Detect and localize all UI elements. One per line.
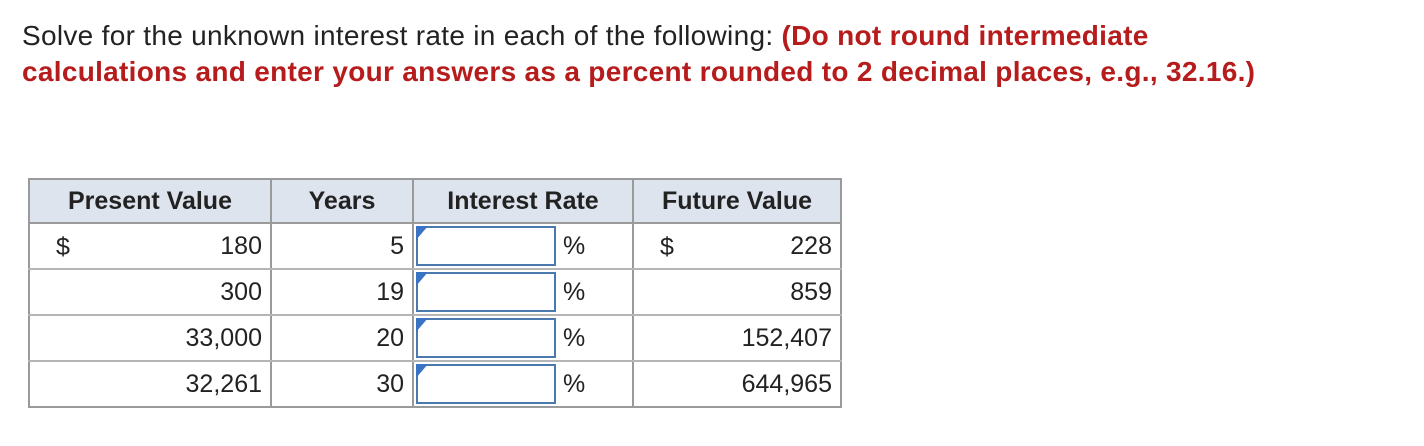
interest-rate-cell	[412, 361, 559, 408]
interest-rate-input[interactable]	[416, 226, 556, 266]
percent-symbol: %	[559, 269, 634, 316]
table-row: 32,261 30 % 644,965	[28, 361, 842, 408]
table-row: 33,000 20 % 152,407	[28, 315, 842, 362]
instructions-emphasis: (Do not round intermediate calculations …	[22, 20, 1256, 87]
present-value: 180	[220, 231, 262, 260]
header-future-value: Future Value	[632, 178, 842, 224]
currency-symbol: $	[56, 233, 70, 261]
table-row: $ 180 5 % $ 228	[28, 223, 842, 270]
interest-rate-cell	[412, 269, 559, 316]
interest-rate-cell	[412, 315, 559, 362]
header-years: Years	[270, 178, 414, 224]
instructions: Solve for the unknown interest rate in e…	[22, 18, 1312, 90]
table-row: 300 19 % 859	[28, 269, 842, 316]
present-value-cell: $ 180	[28, 223, 272, 270]
future-value: 228	[790, 231, 832, 260]
interest-rate-input[interactable]	[416, 318, 556, 358]
header-interest-rate: Interest Rate	[412, 178, 634, 224]
years-value: 30	[270, 361, 414, 408]
present-value: 33,000	[28, 315, 272, 362]
present-value: 32,261	[28, 361, 272, 408]
currency-symbol: $	[660, 233, 674, 261]
percent-symbol: %	[559, 315, 634, 362]
future-value-cell: $ 228	[632, 223, 842, 270]
instructions-lead: Solve for the unknown interest rate in e…	[22, 20, 782, 51]
interest-rate-cell	[412, 223, 559, 270]
header-row: Present Value Years Interest Rate Future…	[28, 178, 842, 224]
years-value: 20	[270, 315, 414, 362]
future-value: 152,407	[632, 315, 842, 362]
present-value: 300	[28, 269, 272, 316]
future-value: 644,965	[632, 361, 842, 408]
header-present-value: Present Value	[28, 178, 272, 224]
interest-rate-input[interactable]	[416, 272, 556, 312]
future-value: 859	[632, 269, 842, 316]
years-value: 19	[270, 269, 414, 316]
percent-symbol: %	[559, 223, 634, 270]
interest-rate-input[interactable]	[416, 364, 556, 404]
percent-symbol: %	[559, 361, 634, 408]
years-value: 5	[270, 223, 414, 270]
interest-rate-table: Present Value Years Interest Rate Future…	[28, 178, 842, 408]
